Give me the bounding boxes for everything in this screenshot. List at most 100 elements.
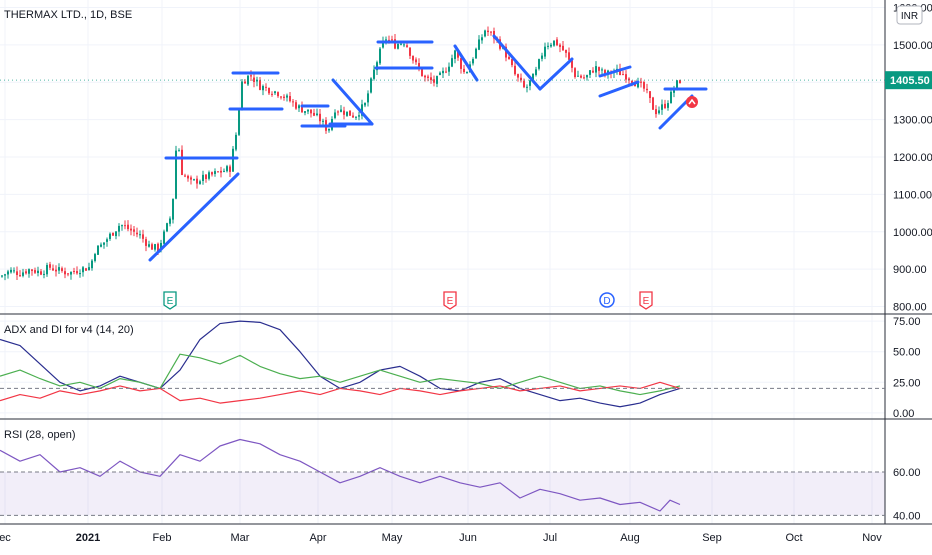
candle-body: [301, 105, 303, 113]
candle-body: [508, 57, 510, 60]
candle-body: [562, 45, 564, 51]
candle-body: [46, 264, 48, 275]
candle-body: [229, 166, 231, 172]
candle-body: [214, 171, 216, 174]
candle-body: [7, 271, 9, 275]
candle-body: [592, 70, 594, 73]
candle-body: [664, 103, 666, 109]
candle-body: [28, 269, 30, 274]
candle-body: [445, 71, 447, 73]
candle-body: [268, 88, 270, 94]
candle-body: [181, 149, 183, 176]
candle-body: [250, 75, 252, 77]
candle-body: [577, 75, 579, 77]
candle-body: [550, 44, 552, 47]
candle-body: [349, 110, 351, 116]
candle-body: [472, 59, 474, 64]
candle-body: [619, 68, 621, 76]
candle-body: [40, 271, 42, 275]
candle-body: [598, 67, 600, 71]
alert-icon: [686, 96, 698, 108]
candle-body: [376, 62, 378, 71]
candle-body: [541, 55, 543, 59]
candle-body: [274, 91, 276, 94]
candle-body: [280, 96, 282, 98]
candle-body: [334, 112, 336, 118]
candle-body: [484, 30, 486, 37]
candle-body: [403, 44, 405, 46]
event-marker-letter: E: [643, 296, 650, 307]
candle-body: [139, 234, 141, 236]
candle-body: [652, 97, 654, 110]
candle-body: [193, 179, 195, 181]
candle-body: [97, 245, 99, 255]
event-marker-badge: [163, 291, 177, 310]
candle-body: [337, 111, 339, 113]
candle-body: [142, 234, 144, 239]
candle-body: [388, 39, 390, 41]
candle-body: [412, 55, 414, 61]
candle-body: [505, 46, 507, 58]
candle-body: [136, 232, 138, 235]
candle-body: [157, 243, 159, 252]
candle-body: [109, 233, 111, 239]
candle-body: [658, 110, 660, 114]
candle-body: [622, 74, 624, 76]
rsi-series-line: [0, 438, 681, 512]
price-axis-label: 1000.00: [893, 227, 932, 239]
candle-body: [178, 150, 180, 152]
candle-body: [517, 74, 519, 78]
candle-body: [373, 69, 375, 79]
candle-body: [637, 81, 639, 88]
candle-body: [670, 91, 672, 104]
event-marker-letter: E: [447, 296, 454, 307]
candle-body: [31, 269, 33, 271]
candle-body: [184, 175, 186, 177]
candle-body: [571, 60, 573, 68]
candle-body: [490, 31, 492, 33]
candle-body: [235, 134, 237, 150]
grid-layer: [0, 0, 885, 524]
candle-body: [85, 268, 87, 271]
candle-body: [427, 76, 429, 78]
adx-pane-title: ADX and DI for v4 (14, 20): [4, 324, 134, 336]
event-marker-e: E: [163, 291, 177, 310]
last-price-tag-label: 1405.50: [890, 75, 930, 87]
candle-body: [196, 178, 198, 184]
candle-body: [313, 112, 315, 116]
currency-badge-box: [896, 5, 923, 25]
candle-body: [133, 229, 135, 232]
candle-body: [259, 80, 261, 90]
candle-body: [565, 49, 567, 53]
candle-body: [667, 103, 669, 108]
candle-body: [520, 77, 522, 81]
series-layer: [0, 26, 681, 512]
candle-body: [151, 244, 153, 250]
candle-body: [106, 239, 108, 242]
candle-body: [538, 59, 540, 69]
candle-body: [289, 96, 291, 102]
candle-body: [679, 80, 681, 84]
candle-body: [409, 47, 411, 56]
candle-body: [130, 228, 132, 231]
candle-body: [262, 86, 264, 91]
candle-body: [52, 268, 54, 271]
candle-body: [604, 70, 606, 76]
candle-body: [13, 270, 15, 272]
candle-body: [22, 272, 24, 276]
candle-body: [199, 181, 201, 184]
candle-body: [355, 116, 357, 118]
candle-body: [19, 275, 21, 277]
candle-body: [121, 225, 123, 227]
candle-body: [61, 268, 63, 271]
candle-body: [277, 92, 279, 97]
time-axis-label: Jul: [543, 532, 557, 544]
candle-body: [118, 225, 120, 232]
candle-body: [202, 174, 204, 182]
candle-body: [160, 242, 162, 251]
time-axis-label: Oct: [785, 532, 802, 544]
candle-body: [451, 58, 453, 67]
candle-body: [340, 109, 342, 112]
